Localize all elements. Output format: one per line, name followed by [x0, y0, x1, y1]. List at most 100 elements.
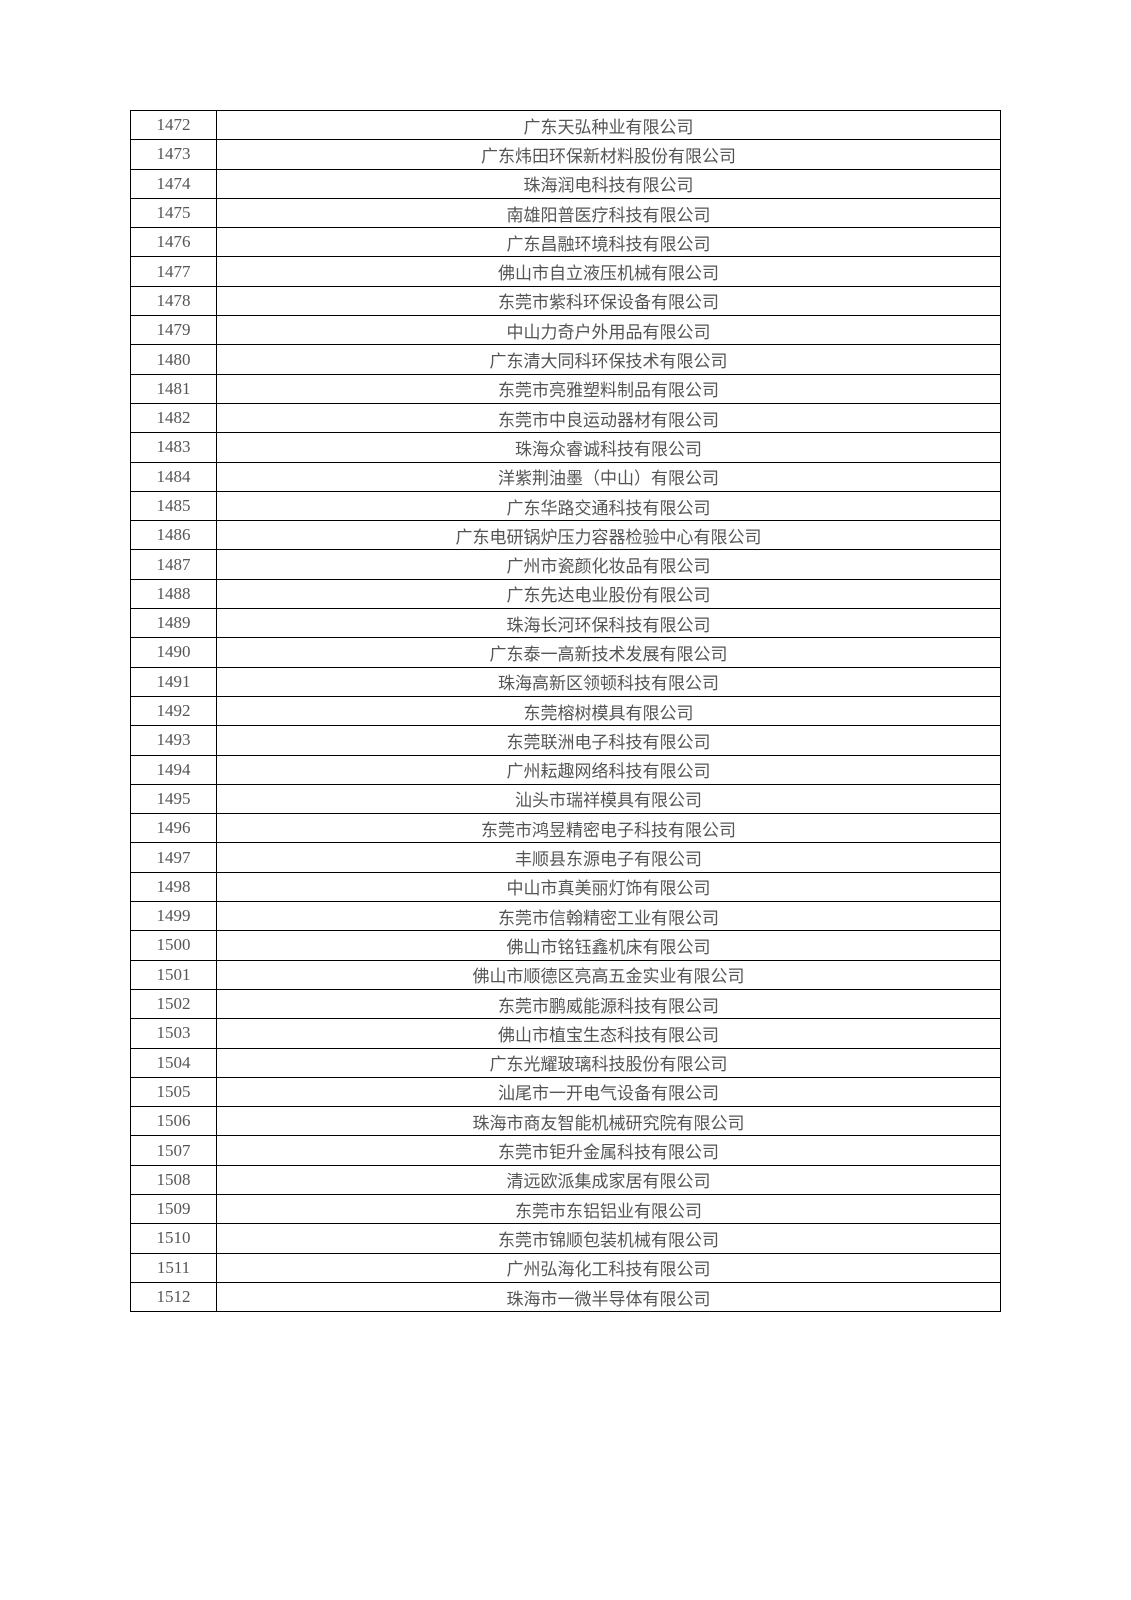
- table-row: 1485广东华路交通科技有限公司: [131, 491, 1001, 520]
- company-name: 东莞市亮雅塑料制品有限公司: [217, 374, 1001, 403]
- company-name: 东莞市东铝铝业有限公司: [217, 1194, 1001, 1223]
- company-name: 广州市瓷颜化妆品有限公司: [217, 550, 1001, 579]
- company-name: 广州弘海化工科技有限公司: [217, 1253, 1001, 1282]
- row-number: 1487: [131, 550, 217, 579]
- row-number: 1479: [131, 316, 217, 345]
- table-row: 1509东莞市东铝铝业有限公司: [131, 1194, 1001, 1223]
- row-number: 1496: [131, 814, 217, 843]
- company-name: 东莞市锦顺包装机械有限公司: [217, 1224, 1001, 1253]
- table-row: 1479中山力奇户外用品有限公司: [131, 316, 1001, 345]
- table-row: 1502东莞市鹏威能源科技有限公司: [131, 989, 1001, 1018]
- company-name: 东莞市信翰精密工业有限公司: [217, 902, 1001, 931]
- company-name: 中山市真美丽灯饰有限公司: [217, 872, 1001, 901]
- company-name: 中山力奇户外用品有限公司: [217, 316, 1001, 345]
- table-row: 1477佛山市自立液压机械有限公司: [131, 257, 1001, 286]
- row-number: 1481: [131, 374, 217, 403]
- row-number: 1511: [131, 1253, 217, 1282]
- company-name: 佛山市铭钰鑫机床有限公司: [217, 931, 1001, 960]
- company-name: 珠海高新区领顿科技有限公司: [217, 667, 1001, 696]
- table-row: 1475南雄阳普医疗科技有限公司: [131, 198, 1001, 227]
- table-row: 1473广东炜田环保新材料股份有限公司: [131, 140, 1001, 169]
- table-row: 1476广东昌融环境科技有限公司: [131, 228, 1001, 257]
- table-row: 1505汕尾市一开电气设备有限公司: [131, 1077, 1001, 1106]
- row-number: 1495: [131, 784, 217, 813]
- table-row: 1492东莞榕树模具有限公司: [131, 696, 1001, 725]
- row-number: 1480: [131, 345, 217, 374]
- row-number: 1476: [131, 228, 217, 257]
- row-number: 1478: [131, 286, 217, 315]
- company-name: 广东天弘种业有限公司: [217, 111, 1001, 140]
- company-name: 珠海众睿诚科技有限公司: [217, 433, 1001, 462]
- row-number: 1499: [131, 902, 217, 931]
- table-row: 1511广州弘海化工科技有限公司: [131, 1253, 1001, 1282]
- table-row: 1494广州耘趣网络科技有限公司: [131, 755, 1001, 784]
- table-row: 1489珠海长河环保科技有限公司: [131, 609, 1001, 638]
- row-number: 1491: [131, 667, 217, 696]
- row-number: 1485: [131, 491, 217, 520]
- table-row: 1503佛山市植宝生态科技有限公司: [131, 1019, 1001, 1048]
- row-number: 1502: [131, 989, 217, 1018]
- row-number: 1492: [131, 696, 217, 725]
- company-name: 广东华路交通科技有限公司: [217, 491, 1001, 520]
- table-row: 1484洋紫荆油墨（中山）有限公司: [131, 462, 1001, 491]
- row-number: 1472: [131, 111, 217, 140]
- table-row: 1487广州市瓷颜化妆品有限公司: [131, 550, 1001, 579]
- company-name: 广东昌融环境科技有限公司: [217, 228, 1001, 257]
- row-number: 1473: [131, 140, 217, 169]
- row-number: 1493: [131, 726, 217, 755]
- company-name: 南雄阳普医疗科技有限公司: [217, 198, 1001, 227]
- table-row: 1482东莞市中良运动器材有限公司: [131, 403, 1001, 432]
- company-name: 广东泰一高新技术发展有限公司: [217, 638, 1001, 667]
- company-name: 广东炜田环保新材料股份有限公司: [217, 140, 1001, 169]
- table-row: 1512珠海市一微半导体有限公司: [131, 1282, 1001, 1311]
- row-number: 1475: [131, 198, 217, 227]
- company-name: 广东光耀玻璃科技股份有限公司: [217, 1048, 1001, 1077]
- table-row: 1507东莞市钜升金属科技有限公司: [131, 1136, 1001, 1165]
- table-row: 1500佛山市铭钰鑫机床有限公司: [131, 931, 1001, 960]
- table-row: 1495汕头市瑞祥模具有限公司: [131, 784, 1001, 813]
- table-row: 1483珠海众睿诚科技有限公司: [131, 433, 1001, 462]
- company-name: 东莞榕树模具有限公司: [217, 696, 1001, 725]
- table-row: 1506珠海市商友智能机械研究院有限公司: [131, 1107, 1001, 1136]
- row-number: 1488: [131, 579, 217, 608]
- company-name: 丰顺县东源电子有限公司: [217, 843, 1001, 872]
- row-number: 1497: [131, 843, 217, 872]
- company-name: 广东先达电业股份有限公司: [217, 579, 1001, 608]
- row-number: 1482: [131, 403, 217, 432]
- row-number: 1484: [131, 462, 217, 491]
- row-number: 1486: [131, 521, 217, 550]
- row-number: 1494: [131, 755, 217, 784]
- table-row: 1510东莞市锦顺包装机械有限公司: [131, 1224, 1001, 1253]
- company-name: 广州耘趣网络科技有限公司: [217, 755, 1001, 784]
- company-name: 东莞联洲电子科技有限公司: [217, 726, 1001, 755]
- table-row: 1504广东光耀玻璃科技股份有限公司: [131, 1048, 1001, 1077]
- row-number: 1509: [131, 1194, 217, 1223]
- table-row: 1478东莞市紫科环保设备有限公司: [131, 286, 1001, 315]
- row-number: 1510: [131, 1224, 217, 1253]
- company-name: 东莞市鸿昱精密电子科技有限公司: [217, 814, 1001, 843]
- row-number: 1474: [131, 169, 217, 198]
- row-number: 1505: [131, 1077, 217, 1106]
- row-number: 1503: [131, 1019, 217, 1048]
- company-name: 清远欧派集成家居有限公司: [217, 1165, 1001, 1194]
- table-row: 1496东莞市鸿昱精密电子科技有限公司: [131, 814, 1001, 843]
- row-number: 1490: [131, 638, 217, 667]
- table-row: 1486广东电研锅炉压力容器检验中心有限公司: [131, 521, 1001, 550]
- company-name: 汕头市瑞祥模具有限公司: [217, 784, 1001, 813]
- company-name: 东莞市中良运动器材有限公司: [217, 403, 1001, 432]
- row-number: 1483: [131, 433, 217, 462]
- row-number: 1498: [131, 872, 217, 901]
- table-row: 1497丰顺县东源电子有限公司: [131, 843, 1001, 872]
- company-name: 东莞市鹏威能源科技有限公司: [217, 989, 1001, 1018]
- row-number: 1501: [131, 960, 217, 989]
- row-number: 1504: [131, 1048, 217, 1077]
- company-name: 东莞市钜升金属科技有限公司: [217, 1136, 1001, 1165]
- company-name: 珠海市商友智能机械研究院有限公司: [217, 1107, 1001, 1136]
- company-name: 佛山市顺德区亮高五金实业有限公司: [217, 960, 1001, 989]
- table-row: 1472广东天弘种业有限公司: [131, 111, 1001, 140]
- table-row: 1481东莞市亮雅塑料制品有限公司: [131, 374, 1001, 403]
- company-name: 汕尾市一开电气设备有限公司: [217, 1077, 1001, 1106]
- company-name: 佛山市自立液压机械有限公司: [217, 257, 1001, 286]
- table-row: 1490广东泰一高新技术发展有限公司: [131, 638, 1001, 667]
- table-row: 1491珠海高新区领顿科技有限公司: [131, 667, 1001, 696]
